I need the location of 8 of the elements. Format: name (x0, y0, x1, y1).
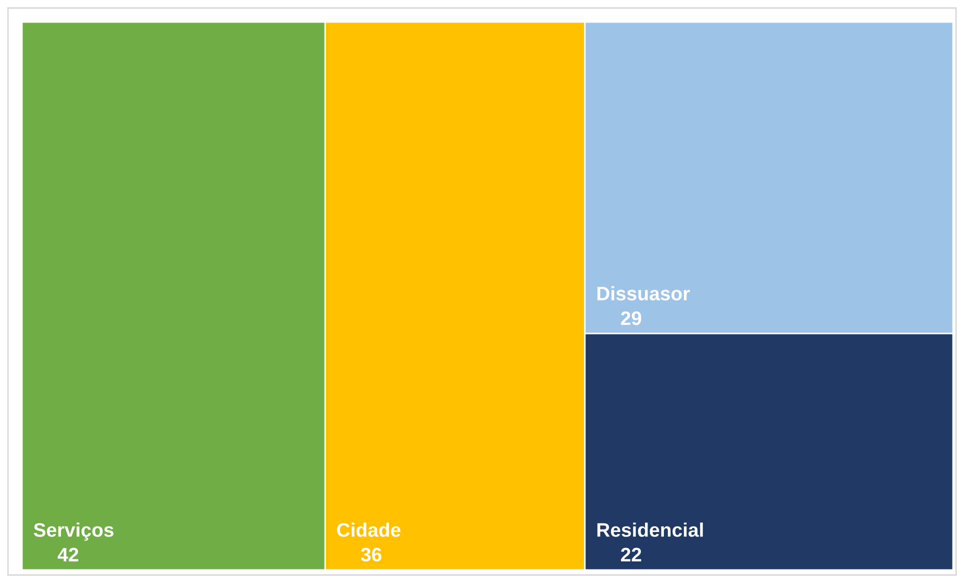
category-label: Cidade (337, 522, 400, 537)
data-label: 42 (58, 548, 78, 562)
category-label: Residencial (597, 522, 703, 537)
data-label: 36 (360, 548, 382, 562)
data-label: 22 (620, 548, 642, 562)
category-label: Dissuasor (597, 286, 690, 300)
data-label: 29 (620, 311, 642, 326)
category-label: Serviços (34, 522, 114, 541)
